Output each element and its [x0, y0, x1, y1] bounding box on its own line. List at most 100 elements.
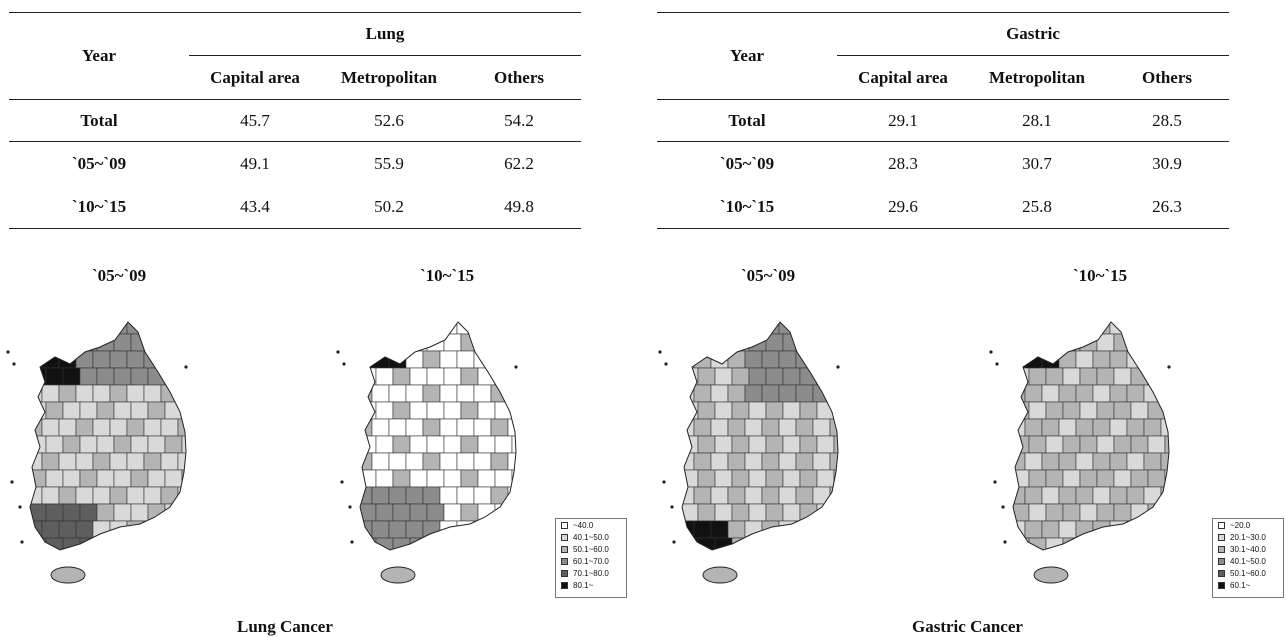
map-region [92, 486, 111, 505]
map-region [1092, 452, 1111, 471]
map-region [96, 367, 115, 386]
map-region [1164, 367, 1169, 386]
year-header: Year [9, 12, 189, 100]
map-region [1062, 537, 1081, 550]
map-region [511, 469, 516, 488]
map-region [1160, 452, 1169, 471]
map-region [816, 367, 835, 386]
gastric-legend: ~20.0 20.1~30.0 30.1~40.0 40.1~50.0 50.1… [1212, 518, 1284, 598]
map-region [375, 401, 394, 420]
map-region [460, 503, 479, 522]
map-region [682, 401, 699, 420]
map-region [164, 333, 183, 352]
legend-item: 30.1~40.0 [1213, 543, 1283, 555]
legend-label: 40.1~50.0 [1230, 556, 1266, 566]
map-region [1147, 537, 1166, 550]
map-region [181, 503, 186, 522]
map-region [833, 367, 838, 386]
map-region [126, 384, 145, 403]
table-cell: 62.2 [504, 154, 534, 173]
islet [6, 350, 10, 354]
map-region [30, 469, 47, 488]
map-region [799, 537, 818, 550]
map-region [1164, 469, 1169, 488]
map-region [426, 401, 445, 420]
map-region [45, 503, 64, 522]
map-region [490, 418, 509, 437]
map-region [1041, 418, 1060, 437]
map-region [79, 469, 98, 488]
column-header: Others [493, 67, 545, 87]
lung-legend: ~40.0 40.1~50.0 50.1~60.0 60.1~70.0 70.1… [555, 518, 627, 598]
legend-item: ~20.0 [1213, 519, 1283, 531]
map-region [113, 503, 132, 522]
map-region [96, 537, 115, 550]
islet [350, 540, 354, 544]
map-region [360, 350, 373, 369]
map-region [812, 418, 831, 437]
map-region [1143, 322, 1162, 335]
map-region [460, 401, 479, 420]
map-region [371, 418, 390, 437]
jeju-island [380, 566, 416, 584]
map-region [371, 486, 390, 505]
map-region [710, 418, 729, 437]
map-region [782, 367, 801, 386]
map-region [511, 401, 516, 420]
map-region [109, 384, 128, 403]
islet [1167, 365, 1171, 369]
map-region [79, 367, 98, 386]
map-region [1160, 322, 1169, 335]
map-region [126, 322, 145, 335]
map-region [1126, 322, 1145, 335]
map-region [164, 469, 183, 488]
table-cell: 28.1 [969, 99, 1105, 142]
jeju-island [702, 566, 738, 584]
map-region [92, 384, 111, 403]
map-region [1143, 520, 1162, 539]
map-region [422, 384, 441, 403]
map-region [1058, 520, 1077, 539]
map-region [1062, 469, 1081, 488]
map-region [1092, 418, 1111, 437]
map-region [113, 333, 132, 352]
map-region [782, 435, 801, 454]
map-region [727, 418, 746, 437]
map-region [473, 418, 492, 437]
map-region [1096, 435, 1115, 454]
map-region [829, 350, 838, 369]
legend-label: 60.1~ [1230, 580, 1251, 590]
map-region [490, 350, 509, 369]
map-region [30, 333, 47, 352]
map-region [727, 452, 746, 471]
map-region [405, 322, 424, 335]
map-region [507, 520, 516, 539]
map-region [392, 435, 411, 454]
map-region [45, 469, 64, 488]
map-region [439, 452, 458, 471]
gastric-table: Year Gastric Capital area Metropolitan O… [657, 12, 1229, 229]
map-region [1109, 452, 1128, 471]
map-region [388, 322, 407, 335]
map-region [409, 401, 428, 420]
table-cell: 29.1 [837, 99, 969, 142]
map-region [1079, 367, 1098, 386]
map-region [1075, 350, 1094, 369]
map-region [1147, 503, 1166, 522]
table-cell: 54.2 [457, 99, 581, 142]
map-region [75, 322, 94, 335]
legend-swatch [1218, 533, 1225, 541]
row-label: `05~`09 [71, 154, 127, 173]
map-region [177, 452, 186, 471]
map-region [1160, 520, 1169, 539]
map-region [795, 520, 814, 539]
map-region [782, 401, 801, 420]
map-region [126, 486, 145, 505]
map-region [473, 384, 492, 403]
map-region [456, 486, 475, 505]
map-region [96, 469, 115, 488]
map-region [1092, 486, 1111, 505]
islet [993, 480, 997, 484]
map-region [1024, 384, 1043, 403]
map-region [443, 503, 462, 522]
